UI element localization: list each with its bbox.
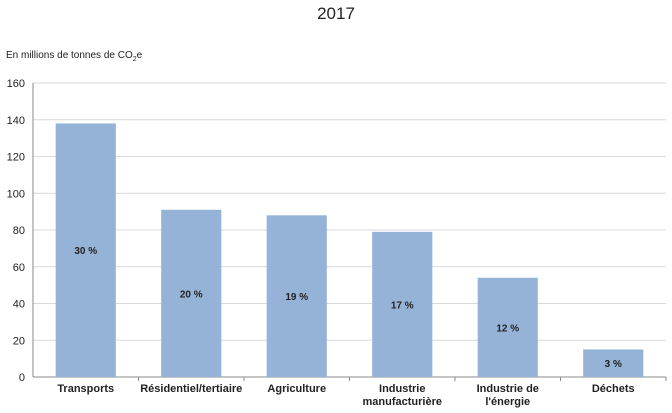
bar — [55, 123, 116, 377]
y-tick-label: 20 — [13, 335, 25, 347]
x-tick-label: manufacturière — [363, 396, 442, 408]
y-tick-label: 80 — [13, 225, 25, 237]
bar — [372, 231, 433, 377]
x-tick-label: Résidentiel/tertiaire — [140, 383, 242, 395]
x-tick-label: Déchets — [592, 383, 635, 395]
x-tick-label: l'énergie — [485, 396, 530, 408]
y-tick-label: 160 — [7, 78, 25, 90]
bar — [161, 209, 222, 377]
y-tick-label: 60 — [13, 262, 25, 274]
y-tick-label: 140 — [7, 115, 25, 127]
x-tick-label: Agriculture — [267, 383, 326, 395]
chart-title: 2017 — [317, 4, 355, 23]
bar — [266, 215, 327, 377]
bar — [583, 349, 644, 377]
y-axis-unit-text: En millions de tonnes de CO — [6, 50, 133, 61]
y-axis-unit-label: En millions de tonnes de CO2e — [6, 50, 142, 63]
data-label: 20 % — [180, 289, 203, 300]
y-tick-label: 100 — [7, 188, 25, 200]
x-tick-label: Industrie — [379, 383, 425, 395]
data-label: 17 % — [391, 300, 414, 311]
y-axis-unit-subscript: 2 — [132, 56, 137, 63]
x-tick-label: Industrie de — [477, 383, 539, 395]
data-label: 3 % — [605, 359, 622, 370]
y-axis-unit-suffix: e — [136, 50, 143, 61]
y-tick-label: 0 — [19, 372, 25, 384]
y-tick-label: 120 — [7, 152, 25, 164]
data-label: 12 % — [496, 323, 519, 334]
bar — [477, 277, 538, 377]
data-label: 30 % — [74, 246, 97, 257]
x-tick-label: Transports — [57, 383, 114, 395]
data-label: 19 % — [285, 292, 308, 303]
y-tick-label: 40 — [13, 299, 25, 311]
